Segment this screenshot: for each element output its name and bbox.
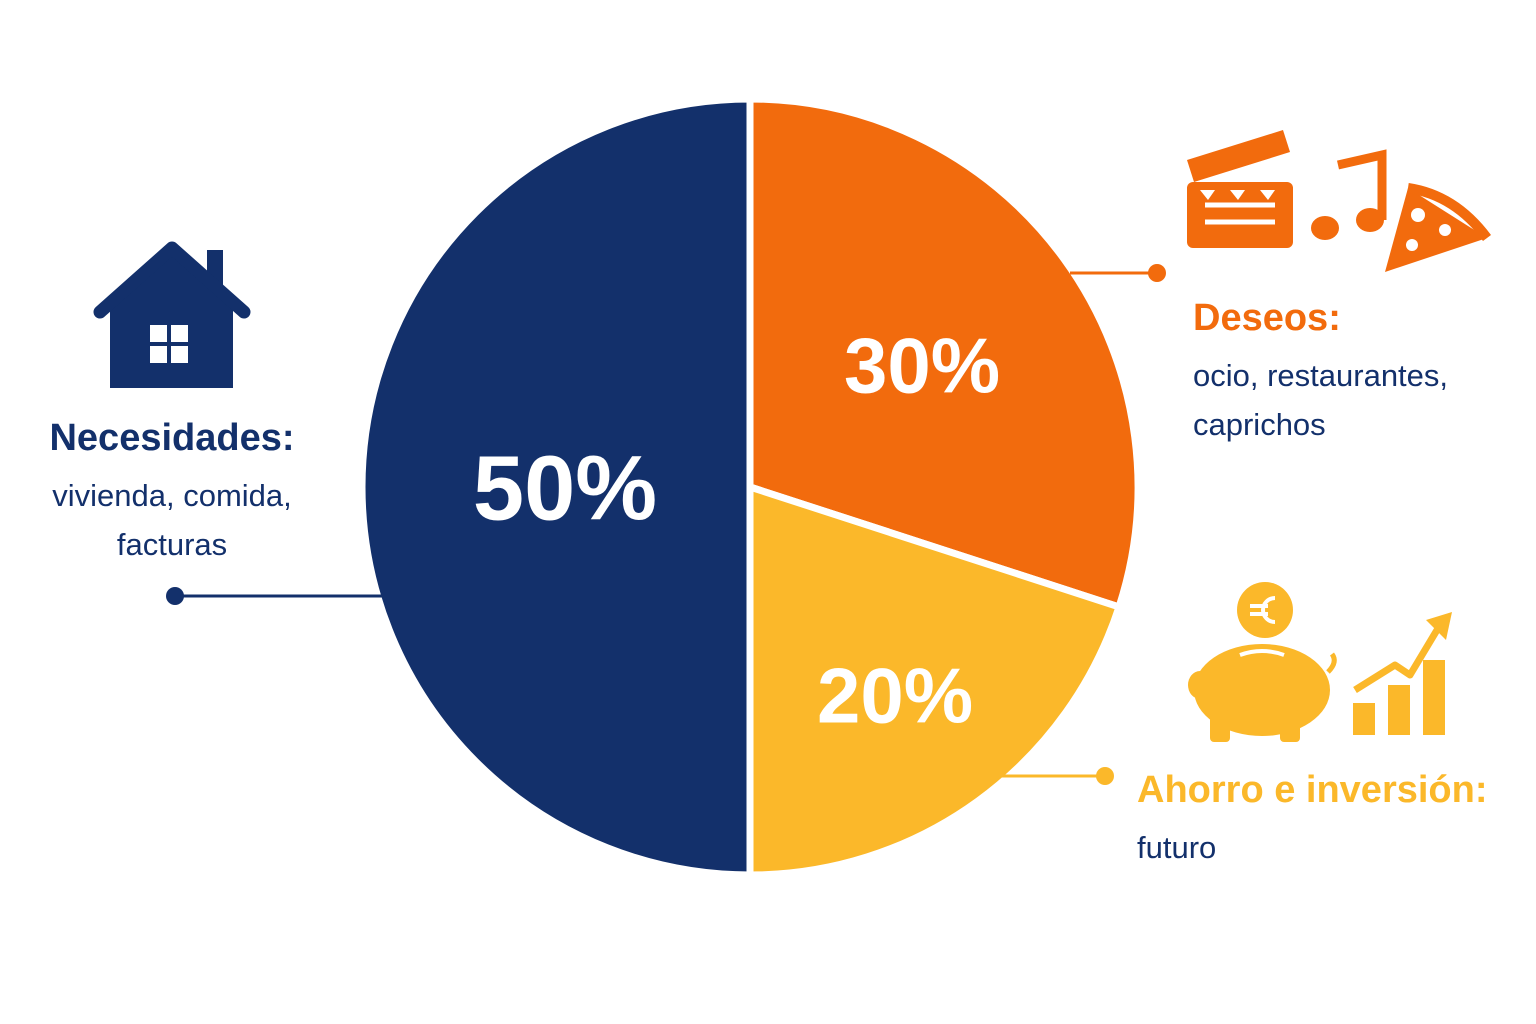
category-description: caprichos (1193, 407, 1326, 442)
category-description: vivienda, comida, (52, 478, 292, 513)
connector-dot (1096, 767, 1114, 785)
category-description: facturas (117, 527, 227, 562)
category-description: futuro (1137, 830, 1216, 865)
category-label: Deseos: (1193, 297, 1341, 339)
category-label: Necesidades: (49, 417, 294, 459)
savings-icons (1188, 582, 1452, 742)
category-label: Ahorro e inversión: (1137, 769, 1488, 811)
house-icon (93, 241, 251, 388)
value-label: 20% (817, 652, 973, 740)
wants-icons (1187, 130, 1492, 272)
connector-dot (166, 587, 184, 605)
value-label: 30% (844, 322, 1000, 410)
pie (358, 95, 1142, 879)
category-description: ocio, restaurantes, (1193, 358, 1448, 393)
pie-slice (746, 483, 1123, 879)
connector-dot (1148, 264, 1166, 282)
value-label: 50% (473, 437, 657, 539)
pie-slice (358, 95, 754, 879)
pie-slice (746, 95, 1142, 611)
